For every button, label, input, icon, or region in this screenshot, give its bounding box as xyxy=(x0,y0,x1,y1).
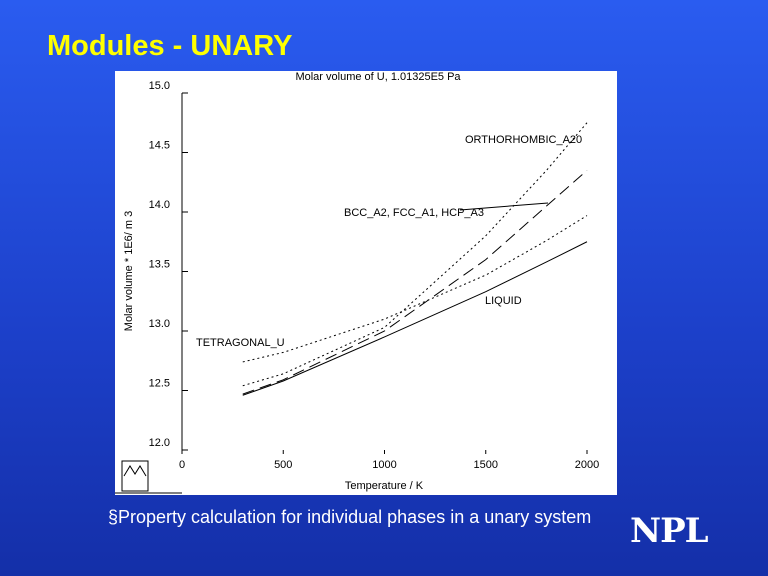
series-line xyxy=(242,122,588,387)
y-tick-label: 14.5 xyxy=(149,140,170,152)
slide-title: Modules - UNARY xyxy=(47,30,293,62)
series-line xyxy=(242,215,588,363)
y-tick-label: 13.5 xyxy=(149,259,170,271)
chart-title: Molar volume of U, 1.01325E5 Pa xyxy=(295,71,461,83)
x-tick-label: 1500 xyxy=(474,459,498,471)
logo: NPL xyxy=(630,511,709,551)
x-tick-label: 2000 xyxy=(575,459,599,471)
label-leader xyxy=(459,202,549,211)
small-logo xyxy=(121,460,149,492)
y-axis-label: Molar volume * 1E6/ m 3 xyxy=(123,211,135,331)
x-axis-label: Temperature / K xyxy=(345,480,424,492)
y-tick-label: 12.0 xyxy=(149,437,170,449)
y-tick-label: 12.5 xyxy=(149,378,170,390)
series-label: BCC_A2, FCC_A1, HCP_A3 xyxy=(344,207,484,219)
series-label: ORTHORHOMBIC_A20 xyxy=(465,134,582,146)
x-tick-label: 1000 xyxy=(372,459,396,471)
series-label: LIQUID xyxy=(485,295,522,307)
bullet-text: §Property calculation for individual pha… xyxy=(108,507,592,527)
y-tick-label: 13.0 xyxy=(149,318,170,330)
series-line xyxy=(242,241,588,396)
y-tick-label: 14.0 xyxy=(149,199,170,211)
x-tick-label: 500 xyxy=(274,459,292,471)
y-tick-label: 15.0 xyxy=(149,80,170,92)
small-logo-mark xyxy=(123,465,147,477)
series-line xyxy=(242,169,588,395)
chart-background xyxy=(115,71,617,495)
x-tick-label: 0 xyxy=(179,459,185,471)
series-label: TETRAGONAL_U xyxy=(196,337,285,349)
